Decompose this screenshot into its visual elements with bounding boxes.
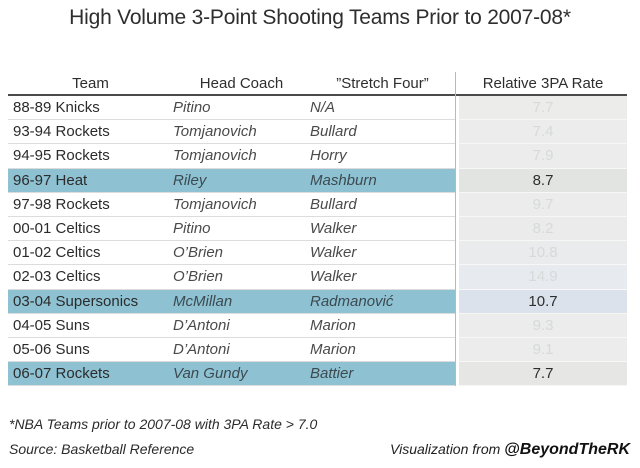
team-cell: 01-02 Celtics: [8, 241, 173, 266]
table-row: 04-05 Suns D’Antoni Marion 9.3: [8, 313, 627, 338]
column-gap: [455, 216, 459, 242]
stretch-four-cell: Horry: [310, 144, 455, 169]
column-gap: [455, 265, 459, 290]
stretch-four-cell: Walker: [310, 241, 455, 266]
column-header-stretch-four: ”Stretch Four”: [336, 74, 429, 92]
column-divider-line: [455, 72, 456, 386]
stretch-four-cell: Radmanović: [310, 289, 455, 314]
rate-cell: 10.8: [459, 241, 627, 266]
head-coach-cell: D’Antoni: [173, 338, 310, 363]
table-row: 96-97 Heat Riley Mashburn 8.7: [8, 168, 627, 193]
team-cell: 05-06 Suns: [8, 338, 173, 363]
stretch-four-cell: Bullard: [310, 193, 455, 217]
column-gap: [455, 96, 459, 121]
head-coach-cell: Tomjanovich: [173, 144, 310, 169]
credit-prefix: Visualization from: [390, 441, 505, 457]
table-header-row: Team Head Coach ”Stretch Four” Relative …: [8, 72, 627, 96]
rate-cell: 9.3: [459, 313, 627, 338]
rate-cell: 8.2: [459, 216, 627, 242]
credit-handle: @BeyondTheRK: [504, 441, 630, 458]
rate-cell: 8.7: [459, 168, 627, 193]
table-row: 03-04 Supersonics McMillan Radmanović 10.7: [8, 289, 627, 314]
stretch-four-cell: Marion: [310, 338, 455, 363]
team-cell: 97-98 Rockets: [8, 193, 173, 217]
team-cell: 03-04 Supersonics: [8, 289, 173, 314]
three-point-table: Team Head Coach ”Stretch Four” Relative …: [8, 72, 627, 387]
head-coach-cell: O’Brien: [173, 265, 310, 290]
chart-title: High Volume 3-Point Shooting Teams Prior…: [69, 6, 571, 29]
table-row: 88-89 Knicks Pitino N/A 7.7: [8, 96, 627, 121]
column-gap: [455, 168, 459, 193]
rate-cell: 10.7: [459, 289, 627, 314]
head-coach-cell: Tomjanovich: [173, 193, 310, 217]
team-cell: 00-01 Celtics: [8, 217, 173, 242]
team-cell: 96-97 Heat: [8, 168, 173, 193]
table-row: 94-95 Rockets Tomjanovich Horry 7.9: [8, 144, 627, 169]
team-cell: 06-07 Rockets: [8, 362, 173, 387]
head-coach-cell: O’Brien: [173, 241, 310, 266]
column-gap: [455, 289, 459, 314]
rate-cell: 7.7: [459, 96, 627, 121]
stretch-four-cell: N/A: [310, 96, 455, 121]
team-cell: 88-89 Knicks: [8, 96, 173, 121]
table-row: 06-07 Rockets Van Gundy Battier 7.7: [8, 362, 627, 387]
stretch-four-cell: Mashburn: [310, 168, 455, 193]
table-row: 01-02 Celtics O’Brien Walker 10.8: [8, 241, 627, 266]
rate-cell: 14.9: [459, 265, 627, 290]
team-cell: 94-95 Rockets: [8, 144, 173, 169]
table-row: 05-06 Suns D’Antoni Marion 9.1: [8, 337, 627, 363]
rate-cell: 9.7: [459, 192, 627, 217]
rate-cell: 9.1: [459, 337, 627, 363]
head-coach-cell: Tomjanovich: [173, 120, 310, 145]
team-cell: 93-94 Rockets: [8, 120, 173, 145]
head-coach-cell: Pitino: [173, 96, 310, 121]
table-row: 97-98 Rockets Tomjanovich Bullard 9.7: [8, 192, 627, 217]
stretch-four-cell: Bullard: [310, 120, 455, 145]
team-cell: 02-03 Celtics: [8, 265, 173, 290]
table-row: 93-94 Rockets Tomjanovich Bullard 7.4: [8, 120, 627, 145]
column-header-team: Team: [72, 74, 109, 92]
table-body: 88-89 Knicks Pitino N/A 7.7 93-94 Rockets Tom…: [8, 96, 627, 387]
stretch-four-cell: Marion: [310, 314, 455, 338]
head-coach-cell: Pitino: [173, 217, 310, 242]
rate-cell: 7.7: [459, 362, 627, 387]
head-coach-cell: D’Antoni: [173, 314, 310, 338]
column-header-relative-3pa-rate: Relative 3PA Rate: [482, 74, 604, 92]
rate-cell: 7.9: [459, 144, 627, 169]
head-coach-cell: McMillan: [173, 289, 310, 314]
column-gap: [455, 313, 459, 338]
column-gap: [455, 337, 459, 363]
column-gap: [455, 241, 459, 266]
column-gap: [455, 144, 459, 169]
column-gap: [455, 192, 459, 217]
source-note: Source: Basketball Reference: [9, 441, 195, 457]
rate-cell: 7.4: [459, 120, 627, 145]
column-gap: [455, 120, 459, 145]
table-row: 02-03 Celtics O’Brien Walker 14.9: [8, 265, 627, 290]
stretch-four-cell: Walker: [310, 217, 455, 242]
team-cell: 04-05 Suns: [8, 314, 173, 338]
column-header-head-coach: Head Coach: [199, 74, 284, 92]
credit: Visualization from @BeyondTheRK: [390, 441, 630, 459]
column-gap: [455, 362, 459, 387]
head-coach-cell: Van Gundy: [173, 362, 310, 387]
stretch-four-cell: Battier: [310, 362, 455, 387]
head-coach-cell: Riley: [173, 168, 310, 193]
table-row: 00-01 Celtics Pitino Walker 8.2: [8, 216, 627, 242]
footnote: *NBA Teams prior to 2007-08 with 3PA Rat…: [9, 416, 318, 432]
header-column-gap: [455, 72, 459, 94]
stretch-four-cell: Walker: [310, 265, 455, 290]
